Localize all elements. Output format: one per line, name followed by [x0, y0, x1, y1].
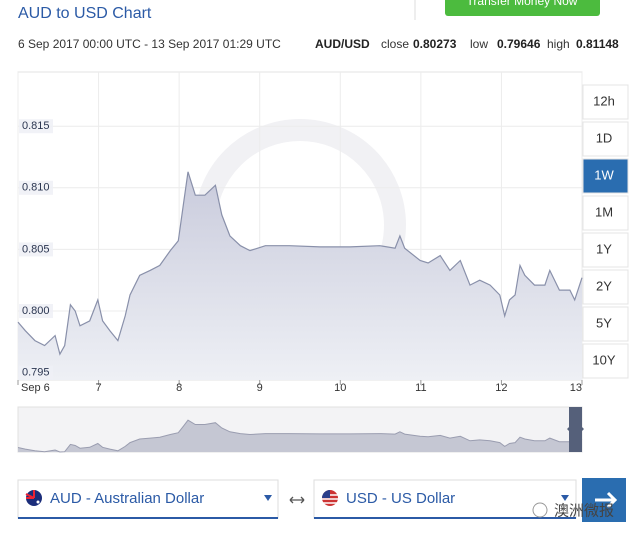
range-label: 1W	[594, 167, 614, 182]
y-tick-label: 0.795	[22, 367, 50, 379]
x-tick-label: Sep 6	[21, 382, 50, 394]
watermark-text: 澳洲微报	[554, 502, 614, 520]
range: 6 Sep 2017 00:00 UTC - 13 Sep 2017 01:29…	[18, 37, 281, 51]
x-tick-label: 12	[495, 382, 507, 394]
y-tick-label: 0.810	[22, 182, 50, 194]
y-tick-label-bg	[19, 180, 53, 195]
from-select[interactable]	[17, 479, 279, 519]
au-flag	[25, 490, 42, 506]
transfer-button[interactable]	[445, 0, 600, 16]
from-currency: AUD - Australian Dollar	[50, 490, 204, 507]
y-tick-label: 0.805	[22, 243, 50, 255]
close-label: close	[381, 37, 409, 51]
range-label: 1Y	[596, 241, 612, 256]
x-tick-label: 11	[415, 382, 426, 394]
range-button[interactable]	[582, 269, 629, 305]
x-tick-label: 13	[570, 382, 582, 394]
us-flag	[322, 490, 338, 506]
high-label: high	[547, 37, 570, 51]
x-tick-label: 10	[334, 382, 346, 394]
low-label: low	[470, 37, 488, 51]
range-label: 5Y	[596, 315, 612, 330]
swap-icon[interactable]	[289, 496, 305, 504]
x-tick-label: 9	[257, 382, 263, 394]
range-button[interactable]	[582, 158, 629, 194]
y-tick-label-bg	[19, 365, 53, 380]
x-tick-label: 8	[176, 382, 182, 394]
close-value: 0.80273	[413, 37, 457, 51]
range-label: 1M	[595, 204, 613, 219]
range-button[interactable]	[582, 232, 629, 268]
range-button[interactable]	[582, 306, 629, 342]
to-caret	[561, 495, 569, 501]
transfer-button-label: Transfer Money Now	[467, 0, 578, 8]
high-value: 0.81148	[576, 37, 619, 51]
pair: AUD/USD	[315, 37, 370, 51]
y-tick-label-bg	[19, 242, 53, 257]
area-fill	[18, 171, 582, 380]
range-button[interactable]	[582, 84, 629, 120]
y-tick-label-bg	[19, 119, 53, 134]
y-tick-label: 0.815	[22, 120, 50, 132]
range-button[interactable]	[582, 121, 629, 157]
convert-arrow	[595, 491, 618, 509]
navigator-handle[interactable]	[569, 407, 582, 452]
navigator-line	[17, 419, 583, 453]
range-button[interactable]	[582, 195, 629, 231]
range-label: 12h	[593, 93, 615, 108]
handle-arrows	[567, 424, 584, 434]
from-caret	[264, 495, 272, 501]
x-tick-label: 7	[96, 382, 102, 394]
wechat-icon	[532, 502, 548, 518]
navigator-fill	[18, 420, 582, 452]
price-line	[17, 171, 583, 356]
low-value: 0.79646	[497, 37, 541, 51]
range-label: 1D	[596, 130, 613, 145]
range-label: 2Y	[596, 278, 612, 293]
to-select[interactable]	[313, 479, 577, 519]
y-tick-label: 0.800	[22, 305, 50, 317]
y-tick-label-bg	[19, 304, 53, 319]
range-button[interactable]	[582, 343, 629, 379]
range-label: 10Y	[592, 352, 615, 367]
to-currency: USD - US Dollar	[346, 490, 455, 507]
title: AUD to USD Chart	[18, 5, 152, 22]
